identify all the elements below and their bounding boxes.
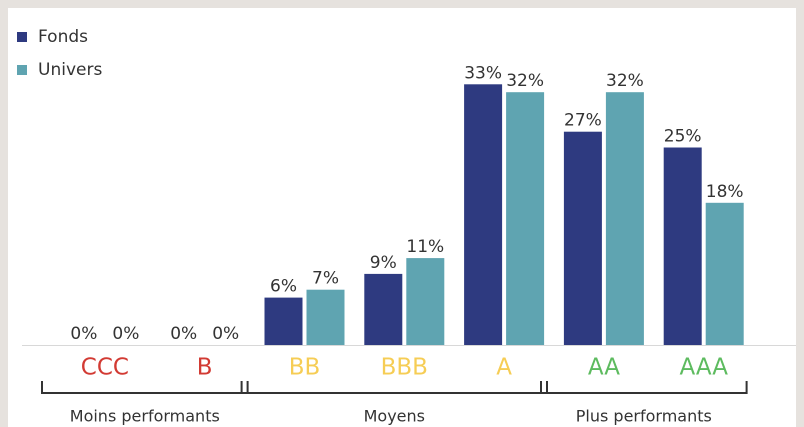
bar (364, 273, 403, 345)
x-tick-label: BB (289, 355, 321, 381)
bar (464, 84, 503, 346)
bar (705, 202, 744, 345)
bar (663, 147, 702, 345)
legend-swatch (17, 32, 27, 42)
x-tick-label: CCC (81, 355, 129, 381)
legend-swatch (17, 65, 27, 75)
data-label: 9% (370, 253, 397, 273)
data-label: 27% (564, 111, 602, 131)
group-bracket (240, 381, 548, 394)
group-bracket (540, 381, 748, 394)
group-label: Moyens (364, 407, 425, 426)
data-label: 18% (706, 182, 744, 202)
x-tick-label: BBB (381, 355, 428, 381)
data-label: 25% (664, 127, 702, 147)
data-label: 7% (312, 269, 339, 289)
data-label: 32% (606, 71, 644, 91)
x-tick-label: AA (588, 355, 620, 381)
bar (506, 92, 545, 345)
data-label: 0% (170, 324, 197, 344)
data-label: 0% (212, 324, 239, 344)
x-tick-label: A (496, 355, 512, 381)
data-label: 0% (112, 324, 139, 344)
bar (264, 297, 303, 345)
bar (406, 258, 445, 345)
legend-label: Fonds (38, 27, 88, 47)
group-bracket (41, 381, 249, 394)
data-label: 6% (270, 277, 297, 297)
data-label: 11% (406, 237, 444, 257)
x-tick-label: B (197, 355, 213, 381)
x-tick-label: AAA (679, 355, 728, 381)
group-label: Moins performants (70, 407, 220, 426)
data-label: 0% (70, 324, 97, 344)
bar (563, 131, 602, 345)
group-label: Plus performants (576, 407, 712, 426)
data-label: 32% (506, 71, 544, 91)
data-label: 33% (464, 63, 502, 83)
bar (605, 92, 644, 345)
bar (306, 289, 345, 345)
legend-label: Univers (38, 60, 102, 80)
